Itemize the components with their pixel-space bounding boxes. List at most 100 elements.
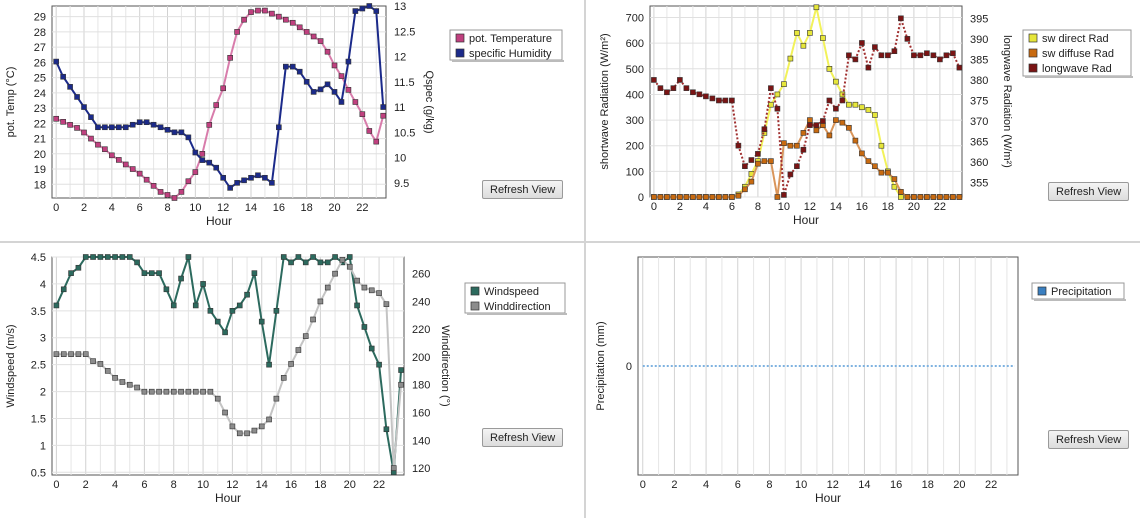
data-point — [192, 302, 199, 309]
data-point — [690, 194, 696, 200]
refresh-view-button-temperature[interactable]: Refresh View — [482, 180, 564, 199]
wind-chart: 0 2 4 6 8 10 12 14 16 18 20 22 0.5 1 1.5 2 2.5 3 3.5 4 4.5 12… — [5, 252, 567, 505]
x-tick-label: 6 — [141, 479, 147, 491]
data-point — [295, 254, 302, 260]
x-tick-label: 18 — [882, 201, 894, 213]
x-tick-label: 12 — [827, 479, 839, 491]
data-point — [95, 141, 101, 148]
x-tick-label: 12 — [226, 479, 238, 491]
legend-label: pot. Temperature — [469, 33, 552, 45]
x-axis-label: Hour — [793, 213, 819, 227]
data-point — [683, 194, 690, 200]
data-point — [807, 122, 813, 128]
data-point — [207, 308, 214, 314]
x-tick-label: 8 — [164, 202, 170, 214]
data-point — [68, 351, 74, 357]
y-left-axis-label: Windspeed (m/s) — [5, 324, 17, 407]
x-tick-label: 16 — [856, 201, 868, 213]
data-point — [794, 163, 800, 169]
x-tick-label: 2 — [83, 479, 89, 491]
data-point — [255, 172, 261, 179]
data-point — [134, 384, 140, 391]
data-point — [112, 375, 118, 381]
data-point — [248, 174, 254, 181]
data-point — [222, 409, 228, 416]
data-point — [368, 345, 375, 352]
data-point — [310, 254, 316, 260]
data-point — [258, 318, 265, 325]
legend-shadow — [1025, 76, 1133, 78]
refresh-view-button-radiation[interactable]: Refresh View — [1048, 182, 1130, 201]
data-point — [302, 259, 309, 266]
legend-label: longwave Rad — [1042, 63, 1112, 75]
data-point — [262, 7, 268, 14]
x-tick-label: 22 — [373, 479, 385, 491]
radiation-panel: 0 2 4 6 8 10 12 14 16 18 20 22 0 100 200 300 400 500 600 70… — [586, 0, 1140, 241]
data-point — [289, 63, 296, 70]
plot-area — [649, 5, 963, 198]
data-point — [185, 388, 192, 395]
data-point — [178, 189, 185, 195]
data-point — [229, 308, 236, 314]
data-point — [865, 64, 872, 71]
data-point — [748, 157, 755, 163]
radiation-chart: 0 2 4 6 8 10 12 14 16 18 20 22 0 100 200 300 400 500 600 70… — [599, 4, 1133, 227]
data-point — [813, 122, 820, 128]
data-point — [748, 178, 755, 185]
x-tick-label: 2 — [677, 201, 683, 213]
data-point — [171, 129, 178, 136]
data-point — [227, 55, 233, 61]
refresh-view-button-wind[interactable]: Refresh View — [482, 428, 564, 447]
data-point — [214, 318, 221, 325]
data-point — [807, 30, 813, 36]
y-right-tick-label: 180 — [412, 380, 430, 392]
data-point — [846, 52, 852, 59]
data-point — [53, 302, 60, 309]
data-point — [833, 105, 839, 112]
y-left-axis-label: pot. Temp (°C) — [5, 67, 17, 138]
x-tick-label: 22 — [356, 202, 368, 214]
data-point — [170, 302, 177, 309]
y-left-tick-label: 600 — [626, 38, 644, 50]
data-point — [244, 430, 250, 437]
x-axis-label: Hour — [206, 214, 232, 228]
data-point — [898, 189, 904, 195]
data-point — [787, 55, 794, 62]
data-point — [346, 254, 353, 260]
data-point — [781, 140, 787, 146]
data-point — [677, 77, 683, 83]
y-left-tick-label: 28 — [34, 27, 46, 39]
y-left-tick-label: 23 — [34, 103, 46, 115]
data-point — [150, 121, 157, 128]
data-point — [703, 93, 709, 100]
series-line — [653, 18, 961, 196]
data-point — [282, 16, 289, 23]
data-point — [206, 159, 213, 166]
y-left-tick-label: 300 — [626, 115, 644, 127]
refresh-view-button-precipitation[interactable]: Refresh View — [1048, 430, 1130, 449]
legend-swatch — [1028, 48, 1038, 58]
data-point — [820, 118, 826, 124]
y-left-tick-label: 2 — [40, 387, 46, 399]
data-point — [68, 270, 74, 276]
data-point — [302, 333, 309, 339]
x-tick-label: 8 — [766, 479, 772, 491]
data-point — [303, 29, 310, 35]
data-point — [943, 194, 950, 200]
data-point — [376, 361, 382, 368]
data-point — [262, 174, 268, 181]
data-point — [865, 158, 872, 164]
data-point — [60, 351, 67, 357]
data-point — [924, 194, 930, 200]
data-point — [206, 122, 213, 128]
data-point — [148, 388, 155, 395]
data-point — [192, 169, 199, 175]
plot-area — [51, 256, 405, 476]
data-point — [839, 97, 846, 104]
data-point — [794, 30, 800, 36]
x-tick-label: 16 — [273, 202, 285, 214]
data-point — [97, 361, 104, 367]
legend-shadow — [452, 60, 564, 62]
data-point — [241, 16, 247, 23]
data-point — [258, 423, 265, 430]
